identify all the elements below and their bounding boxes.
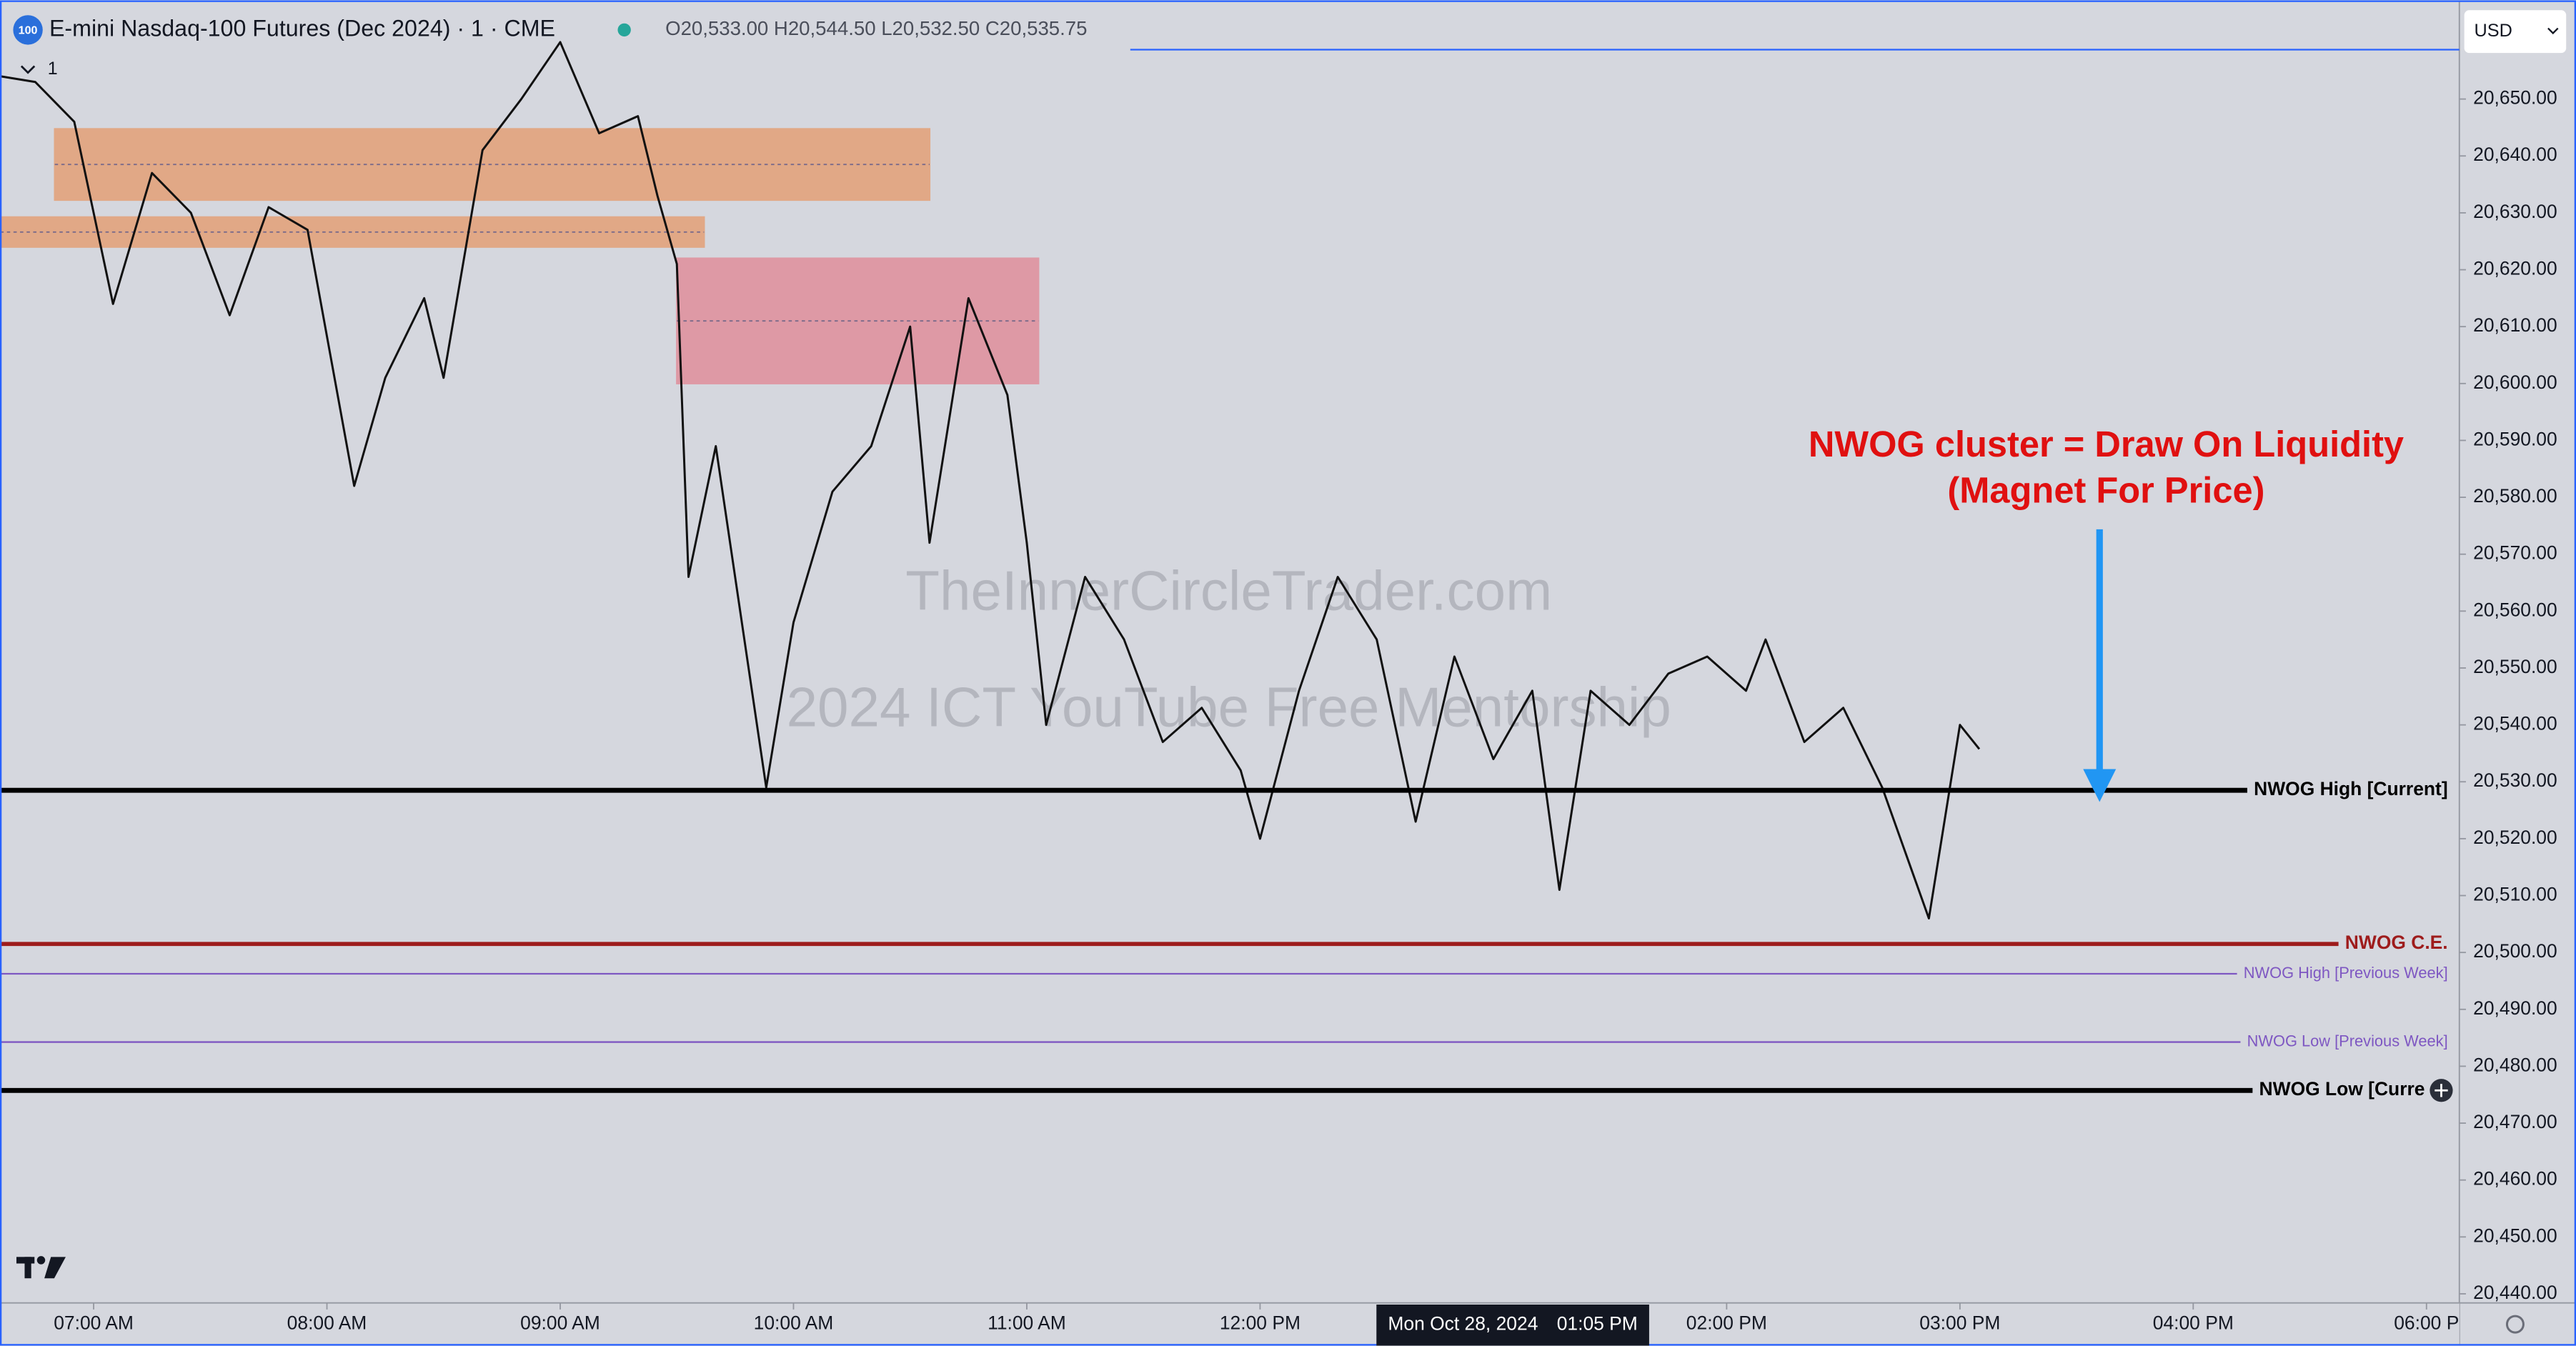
chevron[interactable]: [20, 65, 36, 74]
level-label-bg: [2252, 1078, 2460, 1100]
y-tick-label: 20,470.00: [2473, 1111, 2557, 1132]
y-tick-label: 20,560.00: [2473, 599, 2557, 620]
annotation: NWOG cluster = Draw On Liquidity: [1809, 424, 2404, 464]
arrow-head: [2083, 769, 2117, 802]
x-tick-label: 10:00 AM: [754, 1312, 834, 1334]
y-tick-label: 20,550.00: [2473, 656, 2557, 677]
y-tick-label: 20,450.00: [2473, 1225, 2557, 1246]
y-tick-label: 20,640.00: [2473, 144, 2557, 165]
y-tick-label: 20,650.00: [2473, 87, 2557, 109]
watermark: TheInnerCircleTrader.com: [905, 559, 1552, 622]
logo-part: [24, 1257, 31, 1279]
interval-toggle[interactable]: 1: [48, 59, 58, 79]
ohlc: O20,533.00 H20,544.50 L20,532.50 C20,535…: [665, 17, 1087, 39]
x-tick-label: 06:00 P: [2394, 1312, 2459, 1334]
level-label: NWOG High [Current]: [2254, 778, 2448, 799]
y-tick-label: 20,500.00: [2473, 940, 2557, 962]
y-tick-label: 20,570.00: [2473, 542, 2557, 564]
x-tick-label: 08:00 AM: [287, 1312, 367, 1334]
y-tick-label: 20,530.00: [2473, 769, 2557, 791]
x-tick-label: 02:00 PM: [1686, 1312, 1767, 1334]
level-label-bg: [2247, 778, 2460, 800]
level-label: NWOG C.E.: [2345, 932, 2448, 953]
y-tick-label: 20,520.00: [2473, 827, 2557, 848]
settings-icon[interactable]: [2505, 1315, 2525, 1334]
time-axis: [0, 1302, 2460, 1346]
logo-part: [44, 1257, 66, 1279]
crosshair: Mon Oct 28, 2024 01:05 PM: [1376, 1305, 1649, 1346]
price-line: [0, 41, 1981, 919]
x-tick-label: 12:00 PM: [1220, 1312, 1301, 1334]
y-tick-label: 20,460.00: [2473, 1168, 2557, 1190]
y-tick-label: 20,480.00: [2473, 1054, 2557, 1075]
add-icon: [2435, 1084, 2448, 1097]
y-tick-label: 20,630.00: [2473, 201, 2557, 222]
market-status: [617, 23, 631, 37]
symbol-icon-text: 100: [19, 24, 38, 36]
zones: [0, 128, 1040, 384]
series: [0, 41, 1981, 919]
currency-select[interactable]: [2464, 10, 2567, 54]
symbol-icon: [13, 15, 43, 45]
x-tick-label: 04:00 PM: [2153, 1312, 2234, 1334]
x-tick-label: 09:00 AM: [520, 1312, 600, 1334]
y-tick-label: 20,600.00: [2473, 372, 2557, 393]
y-tick-label: 20,490.00: [2473, 997, 2557, 1019]
level-label: NWOG Low [Curre: [2259, 1078, 2425, 1100]
level-label: NWOG High [Previous Week]: [2244, 964, 2448, 982]
crosshair-label-bg: [1376, 1305, 1649, 1346]
y-tick-label: 20,590.00: [2473, 428, 2557, 449]
currency[interactable]: USD: [2474, 21, 2512, 41]
x-tick-label: 03:00 PM: [1919, 1312, 2000, 1334]
x-tick-label: 07:00 AM: [54, 1312, 134, 1334]
level-label: NWOG Low [Previous Week]: [2247, 1032, 2448, 1050]
y-tick-label: 20,540.00: [2473, 713, 2557, 734]
crosshair-date: Mon Oct 28, 2024: [1388, 1313, 1538, 1335]
price-axis: [2459, 0, 2576, 1346]
y-tick-label: 20,620.00: [2473, 258, 2557, 279]
y-tick-label: 20,510.00: [2473, 884, 2557, 905]
level-label-bg: [2237, 963, 2460, 982]
symbol-title[interactable]: E-mini Nasdaq-100 Futures (Dec 2024) · 1…: [49, 15, 555, 41]
y-tick-label: 20,580.00: [2473, 485, 2557, 507]
annotation: (Magnet For Price): [1947, 470, 2264, 511]
level-label-bg: [2240, 1032, 2460, 1050]
axes: 20,440.00 20,450.00 20,460.00 20,470.00 20,4…: [54, 87, 2557, 1334]
x-tick-label: 11:00 AM: [988, 1312, 1066, 1334]
dropdown-icon: [2547, 27, 2559, 35]
tv-logo[interactable]: [16, 1256, 66, 1279]
logo-part: [36, 1256, 46, 1265]
y-tick-label: 20,440.00: [2473, 1282, 2557, 1303]
crosshair-time: 01:05 PM: [1557, 1313, 1638, 1335]
y-tick-label: 20,610.00: [2473, 314, 2557, 336]
level-label-bg: [2338, 932, 2460, 954]
